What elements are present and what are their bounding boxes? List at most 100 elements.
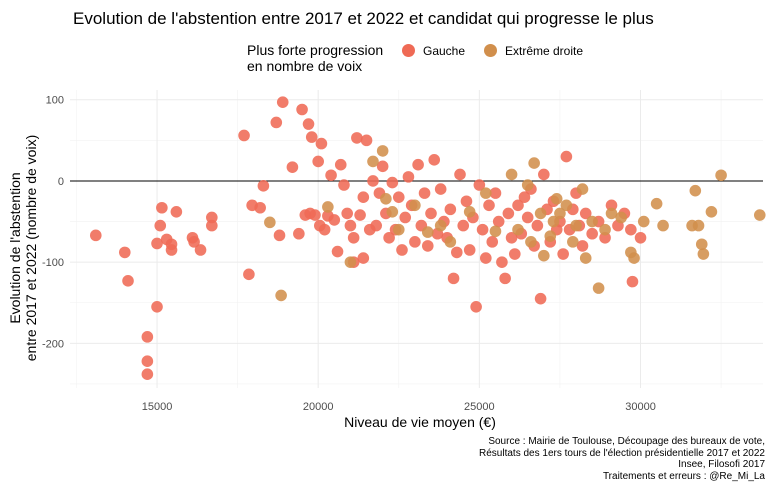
data-point-gauche bbox=[309, 209, 321, 221]
data-point-gauche bbox=[293, 227, 305, 240]
caption-line-1: Source : Mairie de Toulouse, Découpage d… bbox=[488, 436, 765, 447]
data-point-extreme-droite bbox=[550, 193, 563, 205]
data-point-gauche bbox=[206, 211, 218, 224]
data-point-gauche bbox=[502, 207, 515, 220]
data-point-gauche bbox=[344, 219, 357, 232]
data-point-gauche bbox=[518, 191, 531, 203]
data-point-extreme-droite bbox=[489, 225, 502, 238]
data-point-extreme-droite bbox=[480, 187, 492, 199]
data-point-extreme-droite bbox=[547, 215, 560, 228]
data-point-gauche bbox=[170, 205, 183, 218]
data-point-extreme-droite bbox=[554, 207, 566, 220]
data-point-gauche bbox=[354, 209, 366, 221]
data-point-gauche bbox=[376, 160, 389, 173]
data-point-gauche bbox=[331, 245, 344, 258]
caption-line-2: Résultats des 1ers tours de l'élection p… bbox=[479, 447, 765, 459]
data-point-gauche bbox=[576, 240, 589, 252]
data-point-gauche bbox=[341, 207, 354, 220]
data-point-extreme-droite bbox=[753, 209, 766, 221]
data-point-gauche bbox=[605, 199, 618, 212]
data-point-extreme-droite bbox=[505, 168, 518, 181]
data-point-extreme-droite bbox=[525, 236, 537, 248]
data-point-gauche bbox=[165, 238, 178, 251]
y-tick-label: -200 bbox=[42, 338, 64, 350]
y-tick-labels: -200 -100 0 100 bbox=[42, 95, 64, 351]
data-point-gauche bbox=[599, 231, 611, 244]
data-point-gauche bbox=[454, 168, 466, 181]
x-tick-label: 15000 bbox=[142, 401, 173, 413]
caption-line-4: Traitements et erreurs : @Re_Mi_La bbox=[602, 470, 765, 482]
data-point-gauche bbox=[409, 236, 421, 248]
data-point-gauche bbox=[492, 215, 505, 228]
data-point-gauche bbox=[505, 231, 518, 244]
data-point-gauche bbox=[334, 158, 347, 171]
data-point-gauche bbox=[296, 103, 308, 116]
x-tick-label: 30000 bbox=[625, 401, 656, 413]
data-point-extreme-droite bbox=[560, 199, 573, 212]
data-point-gauche bbox=[383, 231, 395, 244]
data-point-gauche bbox=[273, 229, 286, 242]
data-point-extreme-droite bbox=[605, 207, 618, 220]
data-point-gauche bbox=[154, 219, 167, 232]
data-point-extreme-droite bbox=[367, 155, 379, 168]
data-point-gauche bbox=[538, 168, 550, 181]
data-point-extreme-droite bbox=[528, 157, 540, 169]
data-point-extreme-droite bbox=[705, 205, 718, 218]
data-point-gauche bbox=[425, 207, 437, 220]
data-point-gauche bbox=[531, 219, 544, 232]
data-point-gauche bbox=[460, 195, 473, 208]
data-point-gauche bbox=[276, 96, 289, 108]
data-point-gauche bbox=[318, 223, 331, 236]
data-point-extreme-droite bbox=[592, 282, 605, 294]
data-point-gauche bbox=[496, 256, 508, 268]
data-point-gauche bbox=[489, 187, 502, 199]
data-point-extreme-droite bbox=[264, 216, 276, 229]
y-tick-label: -100 bbox=[42, 257, 64, 269]
data-point-extreme-droite bbox=[392, 223, 405, 236]
data-point-extreme-droite bbox=[692, 219, 705, 232]
data-point-gauche bbox=[521, 211, 534, 224]
data-point-extreme-droite bbox=[463, 205, 476, 218]
data-point-extreme-droite bbox=[599, 223, 611, 236]
data-point-extreme-droite bbox=[444, 236, 457, 248]
data-point-gauche bbox=[626, 275, 639, 288]
data-point-gauche bbox=[254, 201, 266, 214]
data-point-extreme-droite bbox=[567, 236, 579, 248]
data-point-extreme-droite bbox=[650, 197, 663, 210]
data-point-gauche bbox=[428, 154, 441, 166]
data-point-gauche bbox=[386, 176, 399, 189]
x-axis-label: Niveau de vie moyen (€) bbox=[344, 414, 496, 430]
data-point-extreme-droite bbox=[576, 183, 589, 195]
y-axis-label-line-2: entre 2017 et 2022 (nombre de voix) bbox=[23, 135, 39, 361]
data-point-gauche bbox=[557, 248, 569, 260]
legend-label-gauche: Gauche bbox=[423, 44, 466, 58]
chart-title: Evolution de l'abstention entre 2017 et … bbox=[73, 9, 654, 28]
data-point-gauche bbox=[463, 244, 476, 256]
data-point-extreme-droite bbox=[538, 249, 550, 262]
data-point-gauche bbox=[238, 129, 250, 142]
x-tick-label: 20000 bbox=[303, 401, 334, 413]
data-point-gauche bbox=[315, 137, 328, 150]
data-point-gauche bbox=[206, 219, 218, 232]
data-point-gauche bbox=[560, 150, 573, 163]
data-point-gauche bbox=[473, 179, 486, 191]
data-point-gauche bbox=[512, 199, 524, 212]
data-point-gauche bbox=[141, 368, 154, 380]
data-point-gauche bbox=[347, 231, 360, 244]
data-point-gauche bbox=[625, 223, 637, 236]
legend-label-extreme-droite: Extrême droite bbox=[505, 44, 584, 58]
data-point-gauche bbox=[305, 131, 318, 143]
data-point-extreme-droite bbox=[579, 252, 592, 264]
data-point-extreme-droite bbox=[521, 179, 534, 191]
data-point-gauche bbox=[457, 219, 470, 232]
data-point-gauche bbox=[476, 223, 489, 236]
data-point-extreme-droite bbox=[544, 230, 557, 242]
data-point-extreme-droite bbox=[376, 145, 389, 157]
caption: Source : Mairie de Toulouse, Découpage d… bbox=[479, 436, 765, 482]
y-tick-label: 100 bbox=[46, 95, 64, 107]
data-point-gauche bbox=[325, 169, 337, 182]
data-point-gauche bbox=[418, 187, 431, 199]
data-point-extreme-droite bbox=[380, 193, 392, 205]
data-point-gauche bbox=[270, 116, 283, 129]
data-point-extreme-droite bbox=[697, 248, 710, 260]
